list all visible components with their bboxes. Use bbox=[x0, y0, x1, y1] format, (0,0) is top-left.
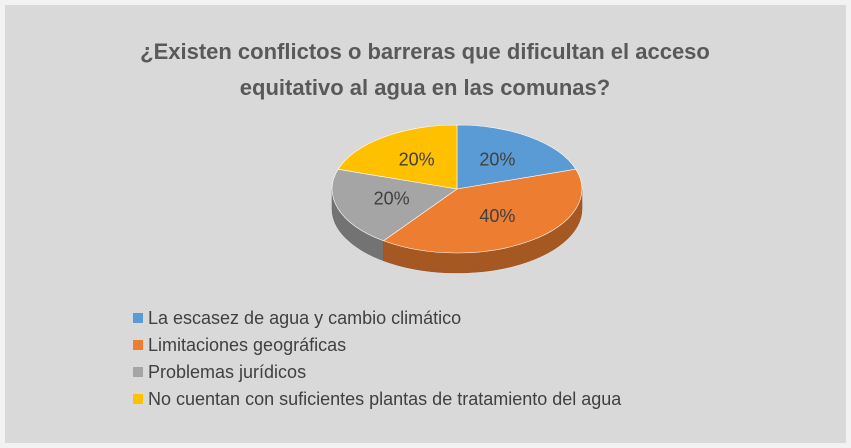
legend-label: Problemas jurídicos bbox=[148, 362, 306, 382]
legend-label: Limitaciones geográficas bbox=[148, 335, 346, 355]
legend-swatch bbox=[133, 394, 143, 404]
pie-slice bbox=[456, 124, 577, 190]
data-label: 40% bbox=[479, 206, 515, 226]
data-label: 20% bbox=[399, 149, 435, 169]
legend-label: La escasez de agua y cambio climático bbox=[148, 308, 461, 328]
legend-swatch bbox=[133, 340, 143, 350]
legend-swatch bbox=[133, 367, 143, 377]
chart-title: ¿Existen conflictos o barreras que dific… bbox=[140, 39, 710, 100]
pie-slice bbox=[337, 124, 458, 190]
legend-swatch bbox=[133, 313, 143, 323]
pie-slice bbox=[382, 168, 583, 254]
pie-slice bbox=[331, 168, 458, 242]
legend-label: No cuentan con suficientes plantas de tr… bbox=[148, 389, 622, 409]
data-label: 20% bbox=[374, 189, 410, 209]
data-label: 20% bbox=[479, 149, 515, 169]
